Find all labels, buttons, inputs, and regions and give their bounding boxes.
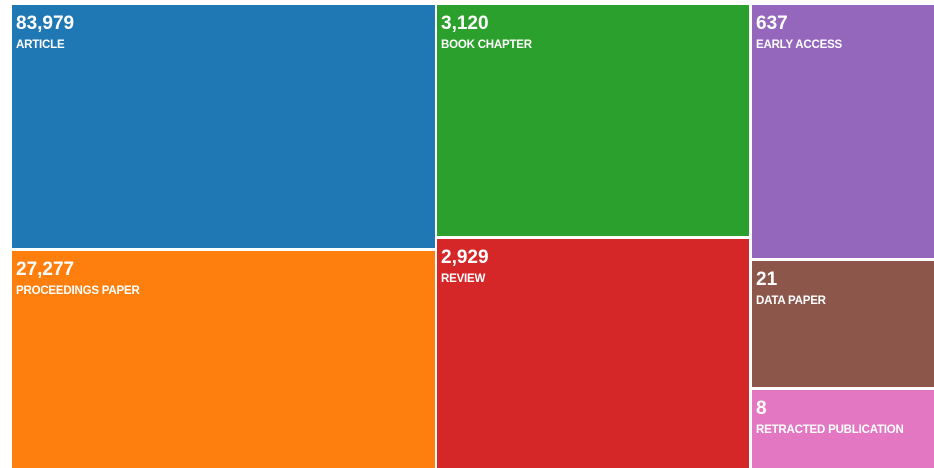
tile-value-label: 21 [756,269,778,290]
tile-value-label: 2,929 [441,247,489,268]
treemap-tile [752,261,934,387]
treemap-tile [437,239,749,468]
treemap-tile [752,390,934,468]
tile-value-label: 27,277 [16,259,74,280]
tile-category-label: RETRACTED PUBLICATION [756,424,904,436]
tile-category-label: ARTICLE [16,39,65,51]
tile-category-label: PROCEEDINGS PAPER [16,285,140,297]
tile-value-label: 3,120 [441,13,489,34]
treemap-tile [12,251,435,468]
treemap-tile [437,5,749,236]
tile-value-label: 637 [756,13,788,34]
tile-category-label: BOOK CHAPTER [441,39,533,51]
tile-category-label: REVIEW [441,273,486,285]
tile-category-label: EARLY ACCESS [756,39,843,51]
treemap-tile [12,5,435,248]
tile-category-label: DATA PAPER [756,295,827,307]
tile-value-label: 83,979 [16,13,74,34]
tile-value-label: 8 [756,398,767,419]
treemap-tile [752,5,934,258]
